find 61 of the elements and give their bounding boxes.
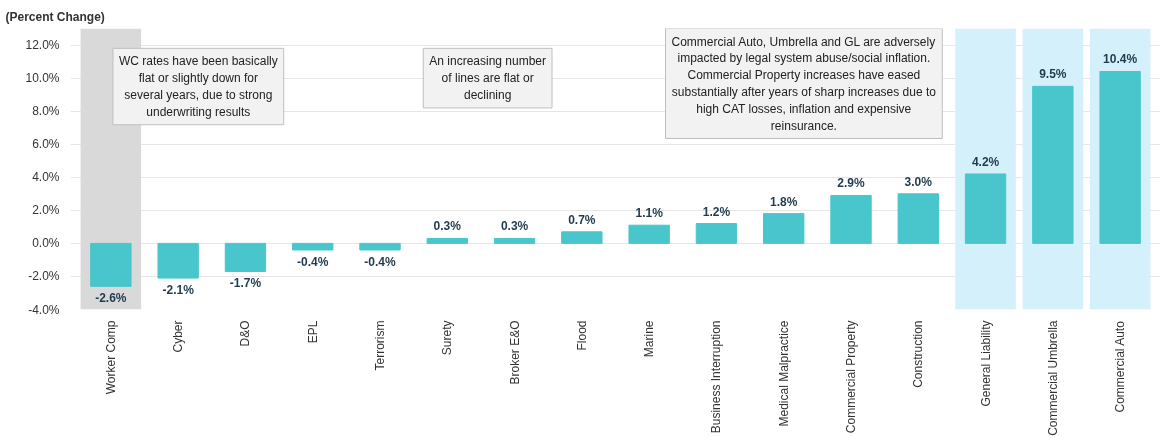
y-tick-label: 2.0% [32,203,60,218]
y-tick-label: 4.0% [32,170,60,185]
data-label: -2.1% [162,283,195,298]
bar [1032,85,1074,244]
y-tick-label: 0.0% [32,236,60,251]
annotation: Commercial Auto, Umbrella and GL are adversely impacted by legal system abuse/social inflation. Commercial Property increases have eased substantially after years of sharp increases due to high CAT losses, inflation and expensive reinsurance. [671,34,937,133]
x-tick-label: Commercial Property [843,320,858,434]
y-tick-label: 12.0% [25,38,60,53]
x-tick-label: D&O [238,320,253,347]
x-tick-label: Commercial Auto [1113,320,1128,413]
data-label: 3.0% [904,174,933,189]
bar [830,194,872,244]
data-label: 1.2% [702,204,731,219]
bar [359,242,401,251]
x-tick-label: Worker Comp [103,320,118,395]
x-tick-label: Flood [574,320,589,351]
bar [493,237,536,244]
data-label: 10.4% [1103,52,1138,67]
x-tick-label: Commercial Umbrella [1045,320,1060,436]
data-label: -0.4% [297,254,329,269]
annotation: WC rates have been basically flat or slightly down for several years, due to strong underwriting results [118,54,278,119]
bar [90,242,132,287]
data-label: 0.3% [500,219,529,234]
bar [763,213,805,244]
data-label: 0.7% [568,212,596,227]
data-label: -1.7% [229,276,262,291]
x-tick-label: General Liability [978,320,993,407]
x-tick-label: Surety [440,320,455,356]
x-tick-label: Medical Malpractice [776,320,791,427]
data-label: 9.5% [1039,67,1067,82]
data-label: 2.9% [837,176,865,191]
bar [426,237,468,244]
bar [695,223,738,244]
data-label: -0.4% [364,254,397,269]
y-axis-title: (Percent Change) [5,9,105,24]
y-tick-label: 6.0% [32,137,60,152]
bar [157,242,199,279]
data-label: 1.1% [635,206,664,221]
x-tick-label: Construction [911,320,926,388]
x-tick-label: Marine [642,320,657,358]
bar [561,231,603,244]
x-tick-label: Terrorism [373,320,388,371]
data-label: -2.6% [95,291,127,306]
bar [224,242,267,272]
data-label: 4.2% [971,154,1000,169]
x-tick-label: Business Interruption [709,320,724,434]
y-tick-label: 8.0% [32,104,60,119]
bar [897,193,939,244]
y-tick-label: -4.0% [28,302,60,317]
x-tick-label: Broker E&O [507,320,522,385]
data-label: 1.8% [770,194,798,209]
data-label: 0.3% [433,219,462,234]
bar [1099,70,1141,244]
bar [964,173,1007,244]
bar [292,242,334,251]
x-tick-label: Cyber [171,320,186,353]
bar [628,224,670,244]
y-tick-label: 10.0% [25,71,60,86]
x-tick-label: EPL [305,320,320,344]
y-tick-label: -2.0% [28,269,60,284]
annotation: An increasing number of lines are flat or declining [429,54,547,102]
